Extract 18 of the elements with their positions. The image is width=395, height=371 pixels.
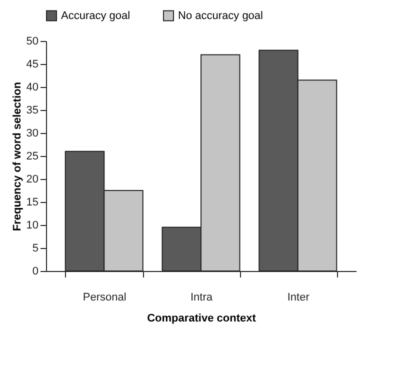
y-axis-title: Frequency of word selection — [11, 82, 24, 232]
y-tick-label: 25 — [26, 150, 38, 162]
y-tick-label: 40 — [26, 82, 38, 94]
legend-label: No accuracy goal — [178, 10, 263, 22]
x-tick-label: Personal — [82, 292, 126, 304]
x-tick-label: Intra — [190, 292, 214, 304]
y-tick-label: 0 — [32, 266, 38, 278]
y-tick-label: 30 — [26, 128, 38, 140]
x-tick-label: Inter — [287, 292, 310, 304]
y-tick-label: 20 — [26, 174, 38, 186]
y-tick-label: 35 — [26, 104, 38, 116]
legend-label: Accuracy goal — [61, 10, 130, 22]
y-tick-label: 5 — [32, 242, 38, 254]
y-tick-label: 10 — [26, 220, 38, 232]
y-tick-label: 50 — [26, 36, 38, 48]
y-tick-label: 45 — [26, 58, 38, 70]
y-tick-label: 15 — [26, 196, 38, 208]
x-axis-title: Comparative context — [147, 312, 256, 324]
